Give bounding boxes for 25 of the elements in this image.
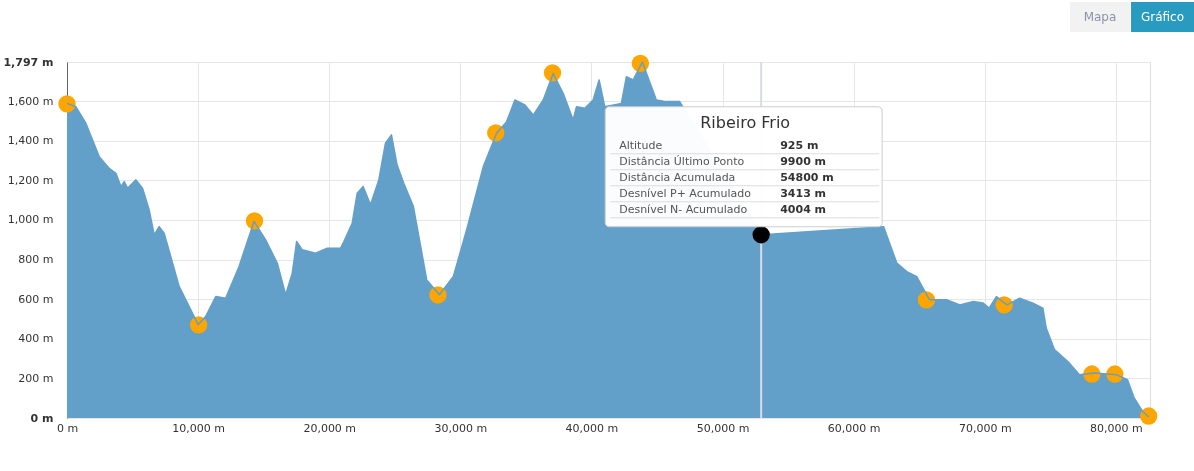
x-tick-label: 80,000 m bbox=[1090, 421, 1143, 435]
y-tick-label: 1,600 m bbox=[7, 94, 54, 108]
point bbox=[58, 95, 76, 113]
y-tick-label: 400 m bbox=[18, 332, 54, 346]
x-tick-label: 0 m bbox=[56, 421, 79, 435]
x-tick-label: 50,000 m bbox=[696, 421, 750, 435]
y-tick-label: 1,400 m bbox=[7, 134, 54, 148]
y-tick-label: 1,000 m bbox=[7, 213, 54, 227]
point bbox=[1140, 407, 1158, 425]
point bbox=[752, 226, 770, 244]
y-tick-label: 600 m bbox=[18, 292, 54, 306]
y-tick-label: 0 m bbox=[30, 411, 54, 425]
text: Mapa bbox=[1083, 10, 1117, 24]
x-tick-label: 30,000 m bbox=[434, 421, 488, 435]
y-tick-label: 1,797 m bbox=[3, 55, 54, 69]
x-tick-label: 20,000 m bbox=[303, 421, 357, 435]
y-tick-label: 1,200 m bbox=[7, 173, 54, 187]
x-tick-label: 10,000 m bbox=[172, 421, 225, 435]
x-tick-label: 70,000 m bbox=[958, 421, 1012, 435]
x-tick-label: 60,000 m bbox=[827, 421, 881, 435]
text: Gráfico bbox=[1140, 10, 1185, 24]
y-tick-label: 800 m bbox=[18, 253, 54, 267]
x-tick-label: 40,000 m bbox=[565, 421, 619, 435]
point bbox=[917, 291, 936, 309]
y-tick-label: 200 m bbox=[18, 371, 54, 385]
